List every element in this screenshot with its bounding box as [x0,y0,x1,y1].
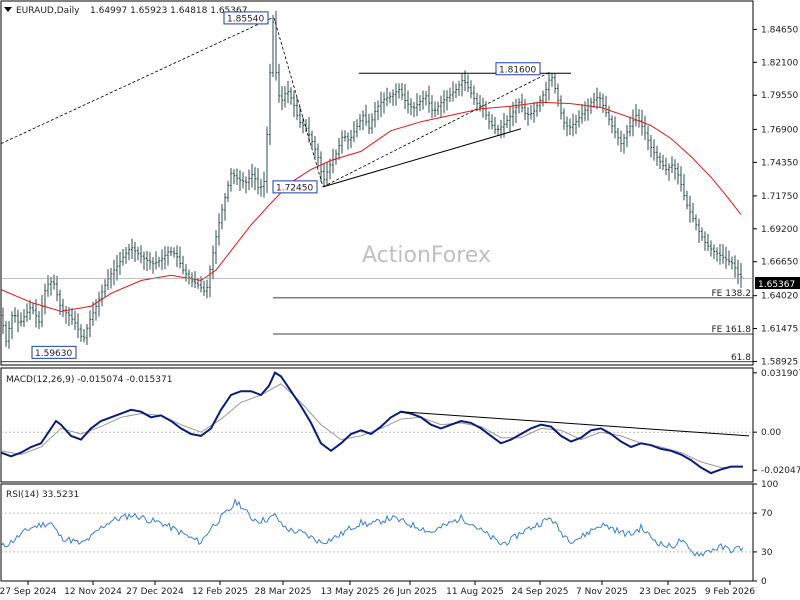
macd-tick-label: 0.031907 [761,369,800,379]
moving-average-line [0,101,742,312]
watermark: ActionForex [362,243,491,268]
rsi-panel [0,483,754,582]
macd-tick-label: 0.00 [761,428,781,438]
macd-tick-label: -0.020479 [761,466,800,476]
macd-trendline [400,411,750,437]
annotation-layer: FE 138.2 FE 161.8 61.8 1.85540 1.81600 1.7245… [0,11,753,363]
price-tick-label: 1.66650 [761,258,798,268]
x-tick-label: 13 May 2025 [321,587,380,597]
price-label-box [223,11,269,25]
macd-panel [0,367,754,483]
macd-label: MACD(12,26,9) -0.015074 -0.015371 [6,375,172,385]
x-tick-label: 11 Aug 2025 [446,587,504,597]
axis-layer: 1.84650 1.82100 1.79550 1.76900 1.74350 1.717… [0,25,800,597]
price-label: 1.72450 [276,183,313,193]
rsi-tick-label: 70 [761,509,773,519]
fib-level-label: FE 161.8 [712,325,752,335]
price-tick-label: 1.61475 [761,325,798,335]
x-tick-label: 26 Jun 2025 [383,587,437,597]
x-tick-label: 12 Feb 2025 [192,587,248,597]
macd-signal-line [0,383,744,469]
current-price-box [755,277,800,289]
price-label: 1.81600 [499,65,536,75]
price-tick-label: 1.84650 [761,25,798,35]
x-tick-label: 27 Sep 2024 [0,587,57,597]
price-tick-label: 1.76900 [761,125,798,135]
collapse-triangle-icon[interactable] [4,7,12,12]
rsi-label: RSI(14) 33.5231 [6,490,79,500]
price-tick-label: 1.64020 [761,292,798,302]
macd-layer [0,371,753,475]
x-tick-label: 12 Nov 2024 [64,587,122,597]
price-layer [0,10,743,349]
rsi-tick-label: 0 [761,577,767,587]
fib-level-label: 61.8 [731,353,751,363]
price-tick-label: 1.69200 [761,225,798,235]
x-tick-label: 9 Feb 2026 [705,587,756,597]
x-tick-label: 7 Nov 2025 [576,587,628,597]
price-panel [0,0,754,366]
price-label: 1.85540 [227,14,264,24]
macd-main-line [0,371,743,475]
price-tick-label: 1.71750 [761,192,798,202]
price-tick-label: 1.79550 [761,91,798,101]
current-price-label: 1.65367 [758,280,795,290]
x-tick-label: 23 Dec 2025 [639,587,697,597]
rsi-tick-label: 30 [761,548,773,558]
price-label-box [495,62,541,76]
support-trendline [322,128,522,188]
x-tick-label: 27 Dec 2024 [126,587,184,597]
price-label-box [272,180,318,194]
rsi-tick-label: 100 [761,480,778,490]
price-tick-label: 1.58925 [761,357,798,367]
price-tick-label: 1.74350 [761,158,798,168]
price-label-box [31,345,77,359]
rsi-line [0,497,744,557]
price-label: 1.59630 [35,349,72,359]
dashed-rise-line [322,72,550,188]
x-tick-label: 24 Sep 2025 [511,587,568,597]
dashed-drop-line [273,17,324,187]
price-tick-label: 1.82100 [761,58,798,68]
ohlc-readout: 1.64997 1.65923 1.64818 1.65367 [90,6,247,16]
x-tick-label: 28 Mar 2025 [254,587,311,597]
symbol-label: EURAUD,Daily [16,6,80,16]
fib-level-label: FE 138.2 [712,289,752,299]
rsi-layer [0,497,753,557]
